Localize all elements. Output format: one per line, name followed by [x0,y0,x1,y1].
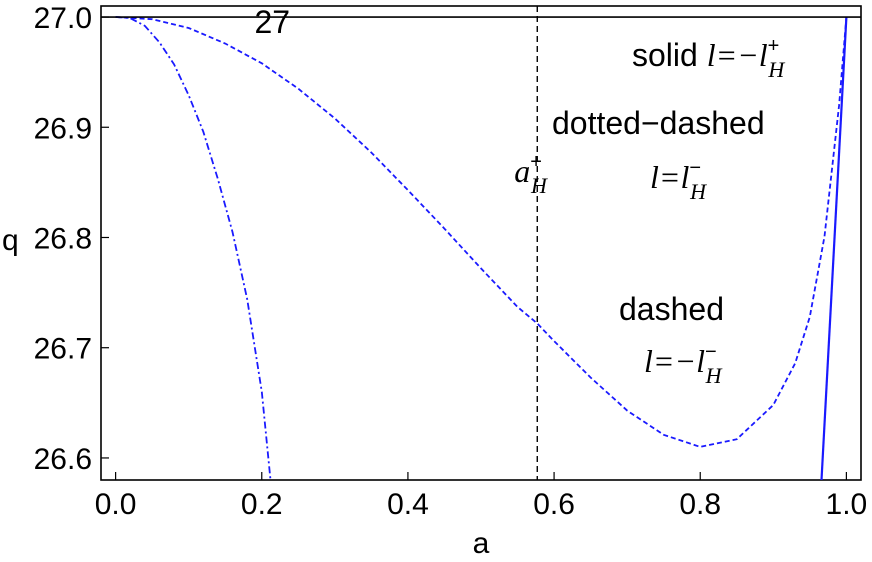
plot-frame [100,5,862,481]
y-tick-label: 26.7 [34,333,92,366]
series-dashed-curve [115,16,848,448]
x-tick-label: 1.0 [826,488,868,521]
y-tick-label: 26.6 [34,443,92,476]
y-axis-ticks: 26.6 26.7 26.8 26.9 27.0 [34,2,109,476]
x-tick-label: 0.4 [387,488,429,521]
annotation-dotted-dashed-formula: l=l− H [650,157,707,204]
series-dotted-dashed-curve [115,16,272,481]
annotation-dashed-formula: l=−l− H [644,341,723,388]
reference-line-label: 27 [254,4,290,40]
x-tick-label: 0.8 [679,488,721,521]
annotation-dashed-title: dashed [619,291,724,327]
x-tick-label: 0.2 [241,488,283,521]
vertical-marker-label: a+ H [514,151,548,198]
curves [115,16,848,481]
x-tick-label: 0.0 [95,488,137,521]
x-axis-label: a [473,527,490,560]
x-tick-label: 0.6 [533,488,575,521]
y-tick-label: 26.9 [34,112,92,145]
y-tick-label: 26.8 [34,222,92,255]
x-axis-ticks: 0.0 0.2 0.4 0.6 0.8 1.0 [95,472,867,521]
annotation-dotted-dashed-title: dotted−dashed [552,105,765,141]
series-solid-curve [820,16,848,481]
y-tick-label: 27.0 [34,2,92,35]
annotation-solid: solid l=−l+ H [632,35,785,82]
y-axis-label: q [2,224,19,257]
